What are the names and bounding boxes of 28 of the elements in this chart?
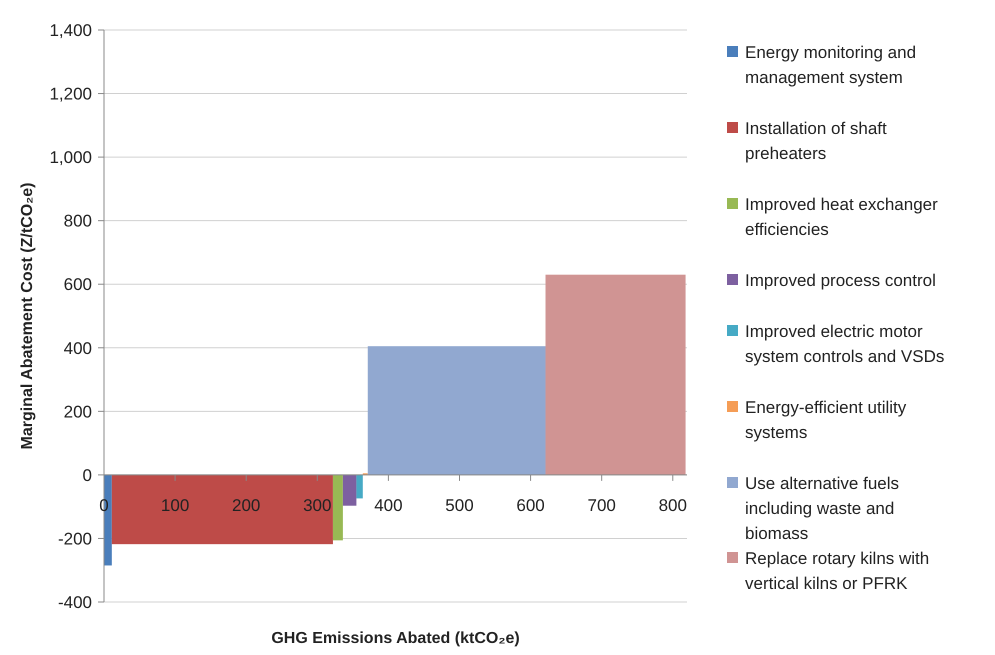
x-axis-title: GHG Emissions Abated (ktCO₂e) [271, 630, 520, 647]
y-axis-title: Marginal Abatement Cost (Z/tCO₂e) [19, 182, 36, 450]
legend-label: Improved process control [745, 271, 936, 290]
y-tick-label: 400 [64, 338, 92, 358]
x-tick-label: 200 [232, 496, 260, 515]
legend-label: Improved electric motor system controls and VSDs [745, 322, 944, 366]
x-tick-label: 100 [160, 496, 190, 515]
legend-label: Energy-efficient utility systems [745, 398, 907, 442]
x-tick-label: 300 [303, 496, 332, 515]
y-tick-label: 1,400 [49, 21, 92, 40]
y-tick-label: 800 [64, 212, 92, 231]
y-tick-label: -200 [58, 529, 92, 548]
y-tick-label: 1,200 [49, 84, 92, 104]
legend-label: Installation of shaft preheaters [745, 119, 888, 163]
x-tick-label: 500 [445, 496, 474, 515]
legend-label: Replace rotary kilns with vertical kilns or PFRK [745, 549, 930, 593]
x-tick-label: 400 [374, 496, 403, 515]
y-tick-label: 200 [64, 402, 92, 422]
y-tick-label: 1,000 [49, 148, 92, 168]
x-tick-label: 600 [516, 496, 545, 515]
x-tick-label: 700 [587, 496, 616, 515]
y-tick-label: 0 [82, 466, 92, 485]
legend-label: Use alternative fuels including waste and biomass [745, 474, 900, 543]
x-tick-label: 800 [658, 496, 687, 515]
y-tick-label: 600 [64, 275, 92, 294]
legend-label: Energy monitoring and management system [745, 43, 916, 87]
y-tick-label: -400 [58, 593, 92, 612]
legend-label: Improved heat exchanger efficiencies [745, 195, 938, 239]
